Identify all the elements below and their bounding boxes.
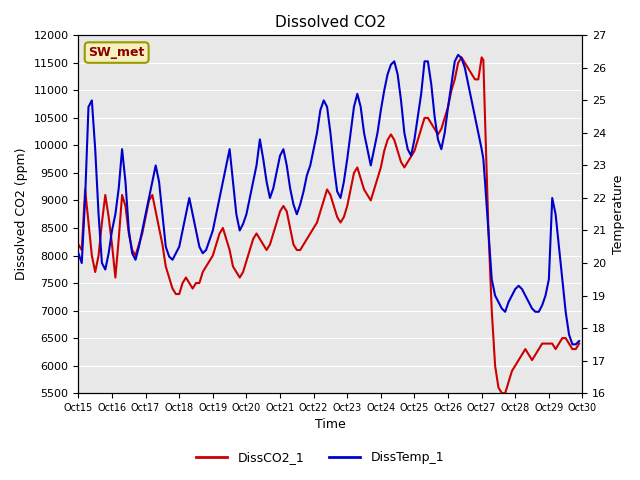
Legend: DissCO2_1, DissTemp_1: DissCO2_1, DissTemp_1 xyxy=(191,446,449,469)
Title: Dissolved CO2: Dissolved CO2 xyxy=(275,15,386,30)
Y-axis label: Temperature: Temperature xyxy=(612,175,625,254)
Text: SW_met: SW_met xyxy=(88,46,145,59)
Y-axis label: Dissolved CO2 (ppm): Dissolved CO2 (ppm) xyxy=(15,148,28,280)
X-axis label: Time: Time xyxy=(315,419,346,432)
